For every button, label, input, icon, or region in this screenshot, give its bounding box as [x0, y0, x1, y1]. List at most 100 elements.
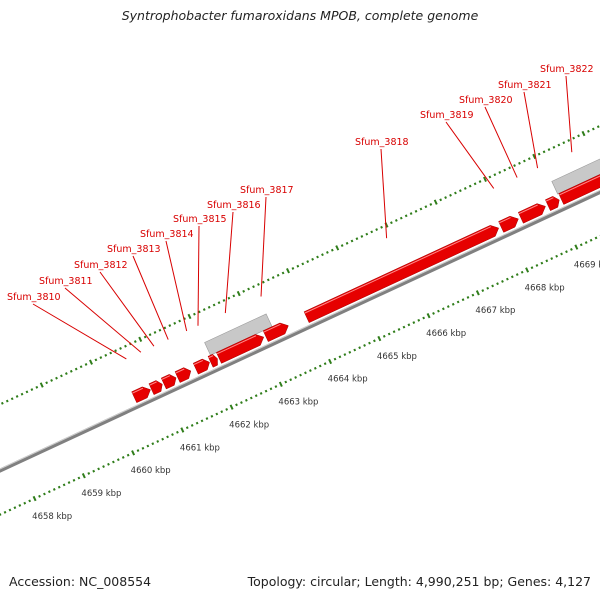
inner-scale-minor-tick: [205, 417, 209, 420]
inner-scale-minor-tick: [496, 282, 499, 286]
inner-scale-minor-tick: [215, 412, 219, 416]
inner-scale-major-tick: [377, 335, 382, 342]
gene-label: Sfum_3811: [39, 276, 93, 287]
outer-scale-minor-tick: [217, 301, 221, 305]
gene-arrow: [303, 225, 499, 323]
outer-scale-minor-tick: [301, 262, 305, 266]
inner-scale-minor-tick: [353, 348, 357, 352]
outer-scale-major-tick: [39, 382, 44, 388]
gene-shine: [149, 381, 157, 386]
outer-scale-minor-tick: [321, 253, 324, 257]
scale-label: 4662 kbp: [229, 420, 269, 430]
outer-scale-minor-tick: [0, 401, 4, 405]
outer-scale-minor-tick: [508, 166, 511, 170]
outer-scale-minor-tick: [513, 164, 516, 167]
inner-scale-minor-tick: [249, 396, 253, 400]
outer-scale-minor-tick: [266, 278, 270, 282]
inner-scale-minor-tick: [18, 504, 22, 507]
outer-scale-minor-tick: [454, 191, 457, 195]
scale-label: 4659 kbp: [81, 489, 121, 499]
outer-scale-major-tick: [187, 313, 192, 320]
inner-scale-minor-tick: [486, 286, 490, 290]
gene-label: Sfum_3816: [207, 200, 261, 211]
inner-scale-minor-tick: [584, 241, 588, 244]
inner-scale-minor-tick: [146, 444, 150, 448]
outer-scale-minor-tick: [591, 127, 595, 131]
inner-scale-minor-tick: [471, 293, 475, 297]
outer-scale-minor-tick: [35, 385, 39, 389]
inner-scale-minor-tick: [555, 254, 559, 258]
inner-scale-minor-tick: [264, 389, 268, 393]
inner-scale-minor-tick: [358, 346, 362, 350]
inner-scale-minor-tick: [121, 456, 125, 459]
outer-scale-minor-tick: [518, 161, 521, 165]
inner-scale-minor-tick: [446, 305, 450, 308]
inner-scale-minor-tick: [304, 371, 307, 375]
inner-scale-minor-tick: [338, 355, 342, 359]
inner-scale-minor-tick: [530, 266, 534, 270]
gene-label: Sfum_3815: [173, 214, 227, 225]
inner-scale-major-tick: [525, 267, 530, 273]
inner-scale-minor-tick: [545, 259, 549, 263]
inner-scale-minor-tick: [136, 449, 140, 452]
gene-shine: [175, 368, 185, 374]
inner-scale-minor-tick: [235, 403, 238, 407]
outer-scale-minor-tick: [340, 244, 344, 247]
outer-scale-minor-tick: [380, 225, 383, 229]
scale-label: 4668 kbp: [525, 283, 565, 293]
gene-shine: [132, 387, 144, 394]
gene-shine: [263, 323, 281, 333]
gene-label: Sfum_3821: [498, 80, 552, 91]
outer-scale-minor-tick: [158, 328, 162, 332]
inner-scale-minor-tick: [318, 364, 322, 368]
inner-scale-minor-tick: [151, 442, 155, 446]
outer-scale-minor-tick: [350, 239, 354, 243]
page-title: Syntrophobacter fumaroxidans MPOB, compl…: [121, 8, 479, 23]
inner-scale-minor-tick: [126, 453, 130, 457]
outer-scale-minor-tick: [202, 308, 206, 312]
outer-scale-minor-tick: [104, 353, 108, 357]
outer-scale-major-tick: [532, 153, 537, 160]
outer-scale-minor-tick: [197, 310, 201, 314]
outer-scale-major-tick: [433, 199, 438, 205]
inner-scale-minor-tick: [97, 467, 100, 471]
inner-scale-minor-tick: [579, 243, 583, 247]
outer-scale-minor-tick: [311, 257, 314, 261]
backbone-highlight: [0, 189, 600, 470]
outer-scale-minor-tick: [306, 260, 310, 263]
scale-label: 4669 kbp: [574, 260, 600, 270]
gene-shine: [216, 335, 257, 355]
inner-scale-minor-tick: [402, 325, 406, 329]
inner-scale-minor-tick: [299, 373, 302, 377]
gene-label-leader: [165, 240, 188, 332]
outer-scale-minor-tick: [409, 212, 413, 215]
inner-scale-minor-tick: [506, 277, 509, 281]
gene-shine: [545, 197, 554, 202]
gene-label: Sfum_3810: [7, 292, 61, 303]
outer-scale-minor-tick: [55, 376, 58, 380]
inner-scale-minor-tick: [333, 357, 337, 361]
backbone-line: [0, 189, 600, 473]
inner-scale-minor-tick: [254, 394, 258, 398]
outer-scale-minor-tick: [114, 349, 117, 353]
inner-scale-minor-tick: [52, 488, 56, 491]
outer-scale-minor-tick: [271, 276, 275, 279]
outer-scale-minor-tick: [60, 374, 63, 378]
outer-scale-minor-tick: [45, 381, 49, 385]
inner-scale-minor-tick: [466, 295, 470, 299]
scale-label: 4665 kbp: [377, 352, 417, 362]
outer-scale-minor-tick: [449, 193, 452, 197]
inner-scale-minor-tick: [112, 460, 115, 464]
outer-scale-minor-tick: [424, 205, 428, 209]
inner-scale-major-tick: [278, 381, 283, 387]
inner-scale-minor-tick: [594, 236, 598, 240]
inner-scale-minor-tick: [294, 376, 297, 379]
inner-scale-major-tick: [180, 427, 185, 433]
inner-scale-minor-tick: [437, 309, 440, 313]
outer-scale-minor-tick: [365, 232, 369, 236]
gene-label-leader: [484, 106, 518, 178]
outer-scale-major-tick: [89, 359, 93, 365]
scale-label: 4663 kbp: [278, 398, 318, 408]
